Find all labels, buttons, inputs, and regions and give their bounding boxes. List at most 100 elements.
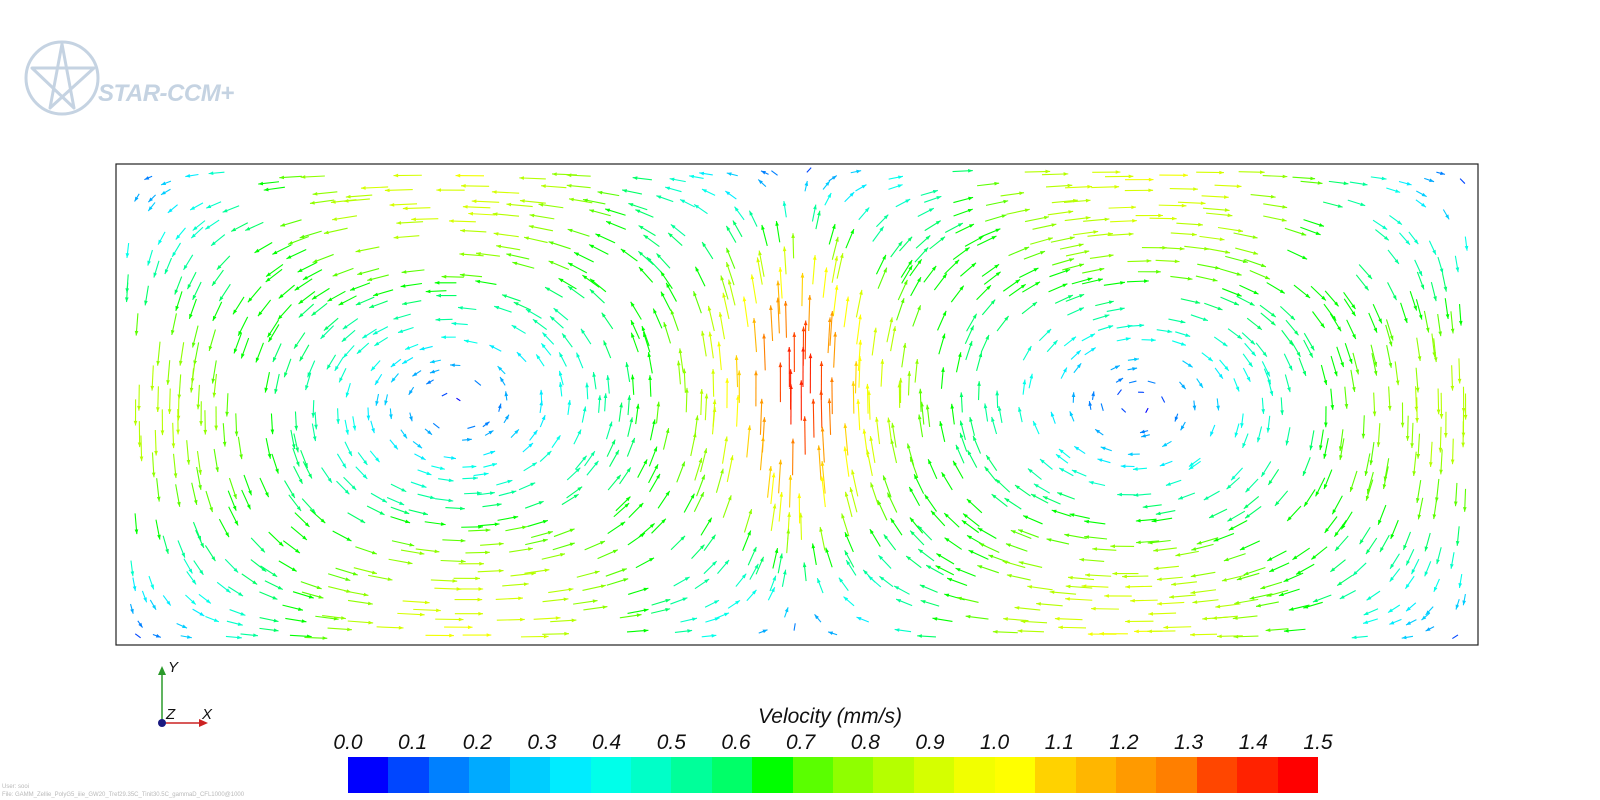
vector-arrowhead — [630, 320, 635, 326]
vector-arrowhead — [370, 366, 376, 371]
vector-arrowhead — [189, 313, 193, 319]
vector-arrowhead — [887, 417, 891, 423]
vector-arrowhead — [647, 352, 652, 358]
vector-arrowhead — [707, 517, 712, 523]
legend-tick-label: 1.4 — [1238, 731, 1268, 754]
vector-arrowhead — [681, 461, 685, 467]
vector-arrowhead — [629, 417, 634, 423]
vector-arrowhead — [170, 330, 175, 335]
vector-arrowhead — [532, 462, 537, 467]
vector-arrowhead — [1202, 616, 1208, 621]
vector-arrowhead — [1156, 269, 1161, 274]
vector-arrowhead — [995, 390, 1000, 396]
vector-arrowhead — [714, 617, 720, 621]
vector-arrowhead — [701, 474, 705, 480]
vector-arrowhead — [152, 604, 157, 610]
vector-arrowhead — [656, 473, 660, 479]
vector-arrowhead — [917, 414, 922, 420]
vector-arrowhead — [701, 330, 705, 336]
vector-arrowhead — [1167, 329, 1173, 334]
vector-arrowhead — [616, 474, 621, 480]
legend-tick-label: 0.8 — [850, 731, 880, 754]
vector-arrowhead — [646, 257, 652, 262]
vector-arrowhead — [1051, 509, 1057, 514]
vector-arrowhead — [424, 600, 430, 605]
vector-arrowhead — [322, 636, 328, 640]
vector-arrowhead — [726, 262, 730, 268]
vector-arrowhead — [138, 622, 143, 628]
vector-arrowhead — [1324, 484, 1328, 490]
vector-arrowhead — [582, 198, 588, 203]
vector-arrowhead — [489, 491, 495, 496]
vector-arrowhead — [1319, 445, 1323, 451]
vector-arrowhead — [312, 259, 318, 263]
vector-arrowhead — [552, 172, 557, 176]
vector-arrow — [441, 392, 448, 397]
vector-arrowhead — [1213, 537, 1219, 542]
vector-arrowhead — [375, 400, 379, 406]
vector-arrowhead — [367, 601, 373, 606]
vector-arrowhead — [1022, 379, 1027, 385]
vector-arrowhead — [1378, 318, 1382, 324]
vector-arrowhead — [820, 476, 825, 482]
vector-arrowhead — [1256, 437, 1261, 443]
legend-tick-label: 0.2 — [462, 731, 492, 754]
vector-arrowhead — [511, 490, 517, 495]
vector-arrowhead — [379, 511, 385, 515]
vector-arrowhead — [678, 348, 683, 354]
colorbar-swatch — [428, 757, 470, 793]
vector-arrowhead — [541, 415, 546, 421]
vector-arrowhead — [160, 430, 165, 436]
vector-arrowhead — [1249, 596, 1255, 600]
vector-arrowhead — [1403, 318, 1408, 324]
vector-arrowhead — [707, 305, 712, 311]
vector-arrowhead — [504, 414, 509, 420]
vector-arrowhead — [1226, 484, 1232, 490]
vector-arrowhead — [486, 633, 492, 637]
vector-arrowhead — [1287, 516, 1292, 522]
vector-arrowhead — [1125, 337, 1131, 341]
vector-arrowhead — [479, 561, 484, 566]
vector-arrowhead — [978, 236, 984, 241]
vector-arrowhead — [1136, 540, 1141, 545]
vector-arrowhead — [924, 494, 929, 500]
vector-arrowhead — [471, 464, 477, 469]
vector-arrowhead — [869, 436, 874, 442]
vector-arrowhead — [1142, 504, 1148, 509]
vector-arrowhead — [627, 395, 632, 401]
vector-arrowhead — [496, 244, 502, 249]
vector-arrowhead — [750, 274, 755, 280]
vector-arrowhead — [868, 575, 874, 581]
vector-arrowhead — [830, 311, 834, 316]
vector-arrowhead — [1355, 369, 1360, 375]
vector-arrowhead — [1463, 414, 1468, 420]
vector-arrowhead — [1085, 216, 1091, 220]
vector-arrowhead — [1310, 176, 1316, 181]
vector-arrowhead — [1049, 590, 1055, 595]
vector-arrowhead — [1139, 323, 1145, 328]
vector-arrowhead — [758, 179, 763, 185]
vector-arrowhead — [1108, 325, 1114, 329]
vector-arrowhead — [477, 597, 483, 602]
vector-arrowhead — [759, 398, 764, 404]
vector-arrowhead — [389, 414, 393, 420]
vector-arrowhead — [1373, 370, 1378, 376]
vector-arrow — [1169, 187, 1198, 190]
vector-arrowhead — [1389, 620, 1395, 625]
vector-arrowhead — [1424, 571, 1429, 577]
vector-arrowhead — [1249, 301, 1255, 306]
vector-arrowhead — [1351, 635, 1357, 640]
vector-arrowhead — [1079, 557, 1085, 562]
vector-arrowhead — [1440, 171, 1445, 176]
vector-arrowhead — [1351, 311, 1356, 317]
vector-arrowhead — [191, 233, 196, 239]
vector-arrowhead — [1222, 342, 1228, 347]
vector-arrowhead — [1288, 365, 1293, 371]
vector-arrowhead — [967, 208, 973, 213]
vector-arrowhead — [1410, 443, 1414, 448]
vector-arrowhead — [183, 264, 188, 270]
vector-arrowhead — [1017, 629, 1023, 633]
vector-arrowhead — [278, 294, 284, 299]
vector-arrowhead — [171, 443, 176, 449]
vector-arrowhead — [754, 563, 759, 569]
